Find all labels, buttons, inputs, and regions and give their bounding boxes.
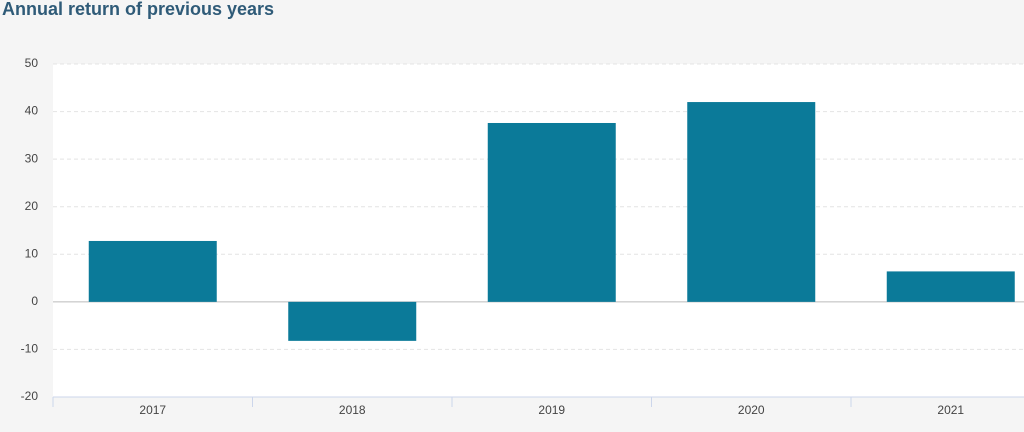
bar xyxy=(687,102,816,302)
x-tick-label: 2017 xyxy=(139,403,166,417)
x-tick-label: 2019 xyxy=(538,403,565,417)
y-tick-label: 0 xyxy=(31,294,38,308)
x-tick-label: 2020 xyxy=(738,403,765,417)
bar xyxy=(487,122,616,302)
y-tick-label: 10 xyxy=(25,246,39,260)
y-tick-label: 50 xyxy=(25,56,39,70)
y-tick-label: 20 xyxy=(25,199,39,213)
y-tick-label: -10 xyxy=(21,342,39,356)
y-tick-label: 40 xyxy=(25,104,39,118)
chart-title: Annual return of previous years xyxy=(2,0,274,19)
y-tick-label: 30 xyxy=(25,151,39,165)
x-tick-label: 2018 xyxy=(339,403,366,417)
bar xyxy=(288,301,417,341)
bar xyxy=(886,271,1015,302)
y-tick-label: -20 xyxy=(21,389,39,403)
x-tick-label: 2021 xyxy=(937,403,964,417)
bar xyxy=(88,240,217,302)
